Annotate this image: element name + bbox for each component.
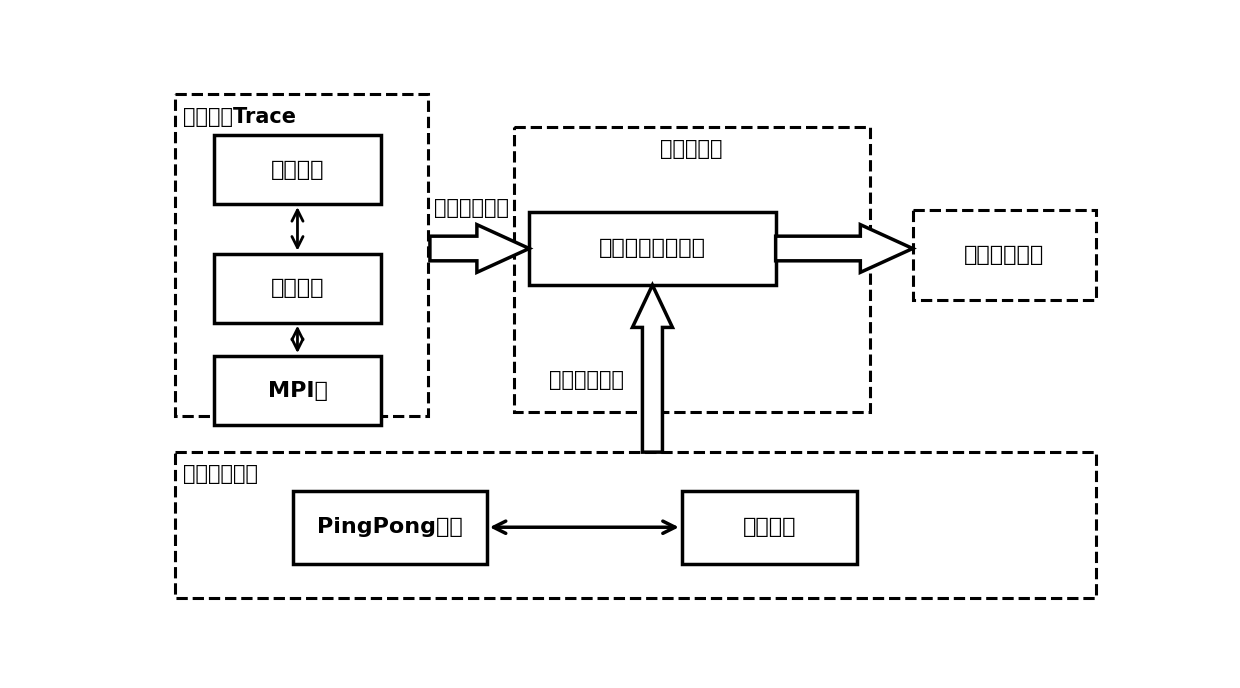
Text: PingPong测试: PingPong测试: [317, 517, 463, 537]
Text: MPI库: MPI库: [268, 380, 327, 400]
Polygon shape: [430, 224, 529, 272]
Bar: [175, 94, 428, 416]
Polygon shape: [632, 285, 672, 452]
Text: 进程映射方案: 进程映射方案: [965, 245, 1044, 265]
Text: 物理拓扑收集: 物理拓扑收集: [182, 464, 258, 484]
Text: 混合并行遗传算法: 混合并行遗传算法: [599, 239, 706, 259]
Bar: [293, 491, 487, 563]
Text: 物理拓扑矩阵: 物理拓扑矩阵: [549, 370, 625, 390]
Text: 通信模式Trace: 通信模式Trace: [182, 107, 296, 127]
Text: 并行程序: 并行程序: [270, 160, 324, 180]
Text: 集群系统: 集群系统: [743, 517, 796, 537]
Bar: [213, 356, 382, 425]
Text: 映射算法库: 映射算法库: [661, 139, 723, 159]
Text: 静态插桩: 静态插桩: [270, 278, 324, 298]
Bar: [213, 135, 382, 204]
Bar: [529, 212, 776, 285]
Bar: [913, 210, 1096, 301]
Polygon shape: [776, 224, 913, 272]
Text: 通信模式矩阵: 通信模式矩阵: [434, 198, 510, 219]
Bar: [682, 491, 857, 563]
Bar: [213, 253, 382, 323]
Bar: [175, 452, 1096, 599]
Bar: [513, 127, 869, 412]
